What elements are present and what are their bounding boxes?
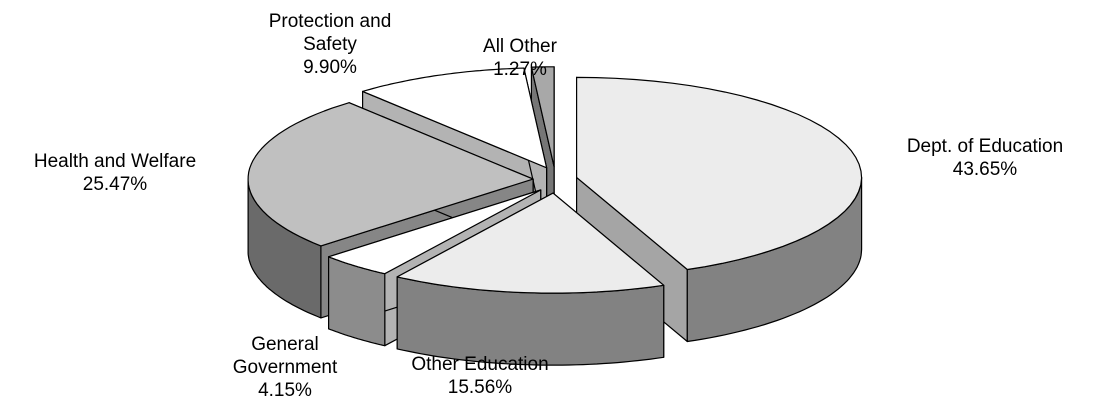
slice	[530, 66, 555, 168]
slice-label: Protection and Safety 9.90%	[255, 10, 405, 79]
slice	[396, 192, 665, 294]
slice-label: Health and Welfare 25.47%	[5, 150, 225, 196]
category-name: Protection and Safety	[268, 11, 392, 55]
slice-label: All Other 1.27%	[410, 35, 630, 81]
slice-label: Other Education 15.56%	[370, 353, 590, 399]
value-label: 1.27%	[493, 59, 547, 80]
category-name: All Other	[483, 36, 557, 57]
category-name: Dept. of Education	[906, 136, 1064, 157]
value-label: 15.56%	[447, 377, 513, 398]
category-name: Health and Welfare	[33, 151, 197, 172]
slice	[328, 189, 542, 275]
slice	[576, 76, 863, 271]
category-name: Other Education	[411, 354, 549, 375]
value-label: 43.65%	[952, 159, 1018, 180]
slice	[247, 102, 534, 247]
slice-label: General Government 4.15%	[220, 333, 350, 402]
slice	[362, 67, 548, 169]
category-name: General Government	[232, 334, 338, 378]
value-label: 25.47%	[82, 174, 148, 195]
value-label: 4.15%	[258, 380, 312, 401]
slice-label: Dept. of Education 43.65%	[875, 135, 1095, 181]
value-label: 9.90%	[303, 57, 357, 78]
